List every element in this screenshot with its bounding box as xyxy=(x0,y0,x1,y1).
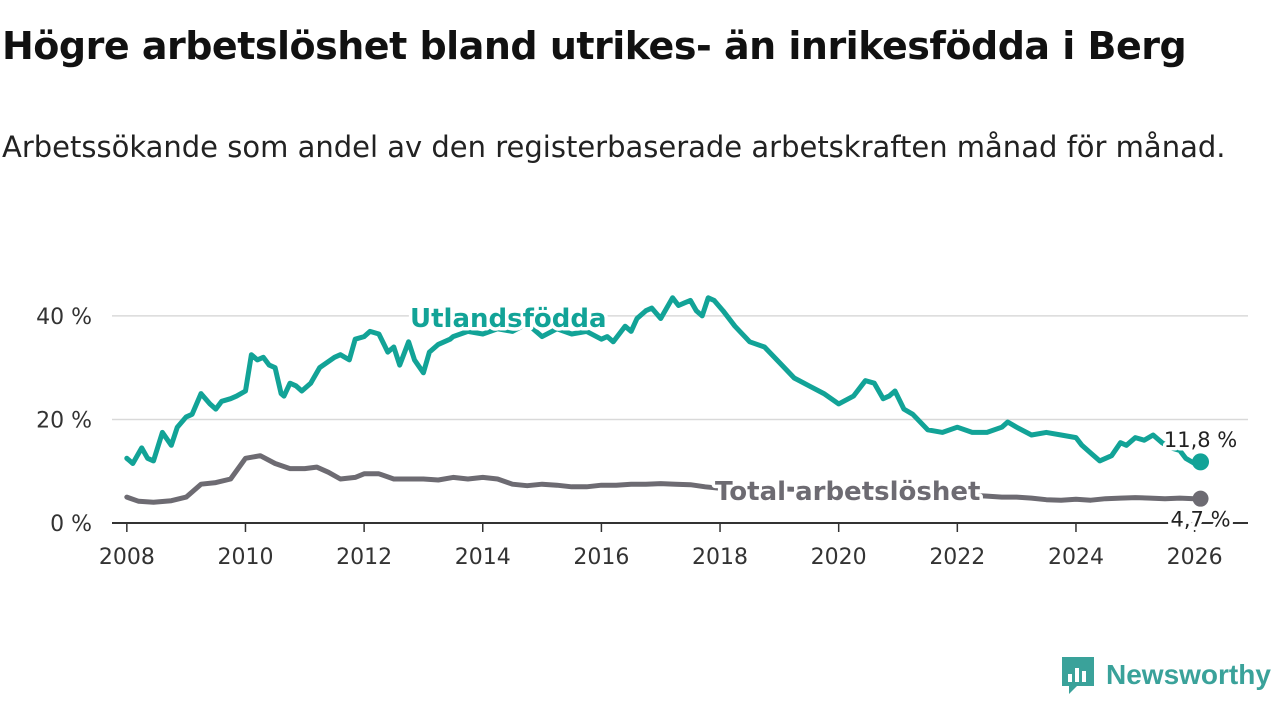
series-label-total: Total arbetslöshet xyxy=(715,477,980,507)
end-point-total xyxy=(1192,490,1209,507)
x-tick-label: 2016 xyxy=(573,545,629,570)
y-tick-label: 40 % xyxy=(36,305,92,330)
end-point-foreign-born xyxy=(1192,453,1210,471)
chart-title: Högre arbetslöshet bland utrikes- än inr… xyxy=(2,24,1187,68)
x-tick-label: 2010 xyxy=(217,545,273,570)
x-tick-label: 2024 xyxy=(1048,545,1104,570)
end-label-total: 4,7 % xyxy=(1171,508,1231,532)
x-tick-label: 2008 xyxy=(99,545,155,570)
brand-name: Newsworthy xyxy=(1106,659,1271,690)
series-line-foreign-born xyxy=(124,295,1203,466)
y-tick-label: 20 % xyxy=(36,408,92,433)
x-tick-label: 2022 xyxy=(929,545,985,570)
newsworthy-logo-icon xyxy=(1062,657,1094,694)
chart-subtitle: Arbetssökande som andel av den registerb… xyxy=(2,130,1226,164)
x-tick-label: 2018 xyxy=(692,545,748,570)
series-line-total xyxy=(124,453,1203,505)
end-label-foreign-born: 11,8 % xyxy=(1164,428,1237,452)
x-tick-label: 2020 xyxy=(811,545,867,570)
y-tick-label: 0 % xyxy=(50,512,92,537)
x-tick-label: 2014 xyxy=(455,545,511,570)
x-tick-label: 2012 xyxy=(336,545,392,570)
series-label-foreign-born: Utlandsfödda xyxy=(410,304,607,334)
brand-logo: Newsworthy xyxy=(1060,654,1271,696)
x-tick-label: 2026 xyxy=(1167,545,1223,570)
